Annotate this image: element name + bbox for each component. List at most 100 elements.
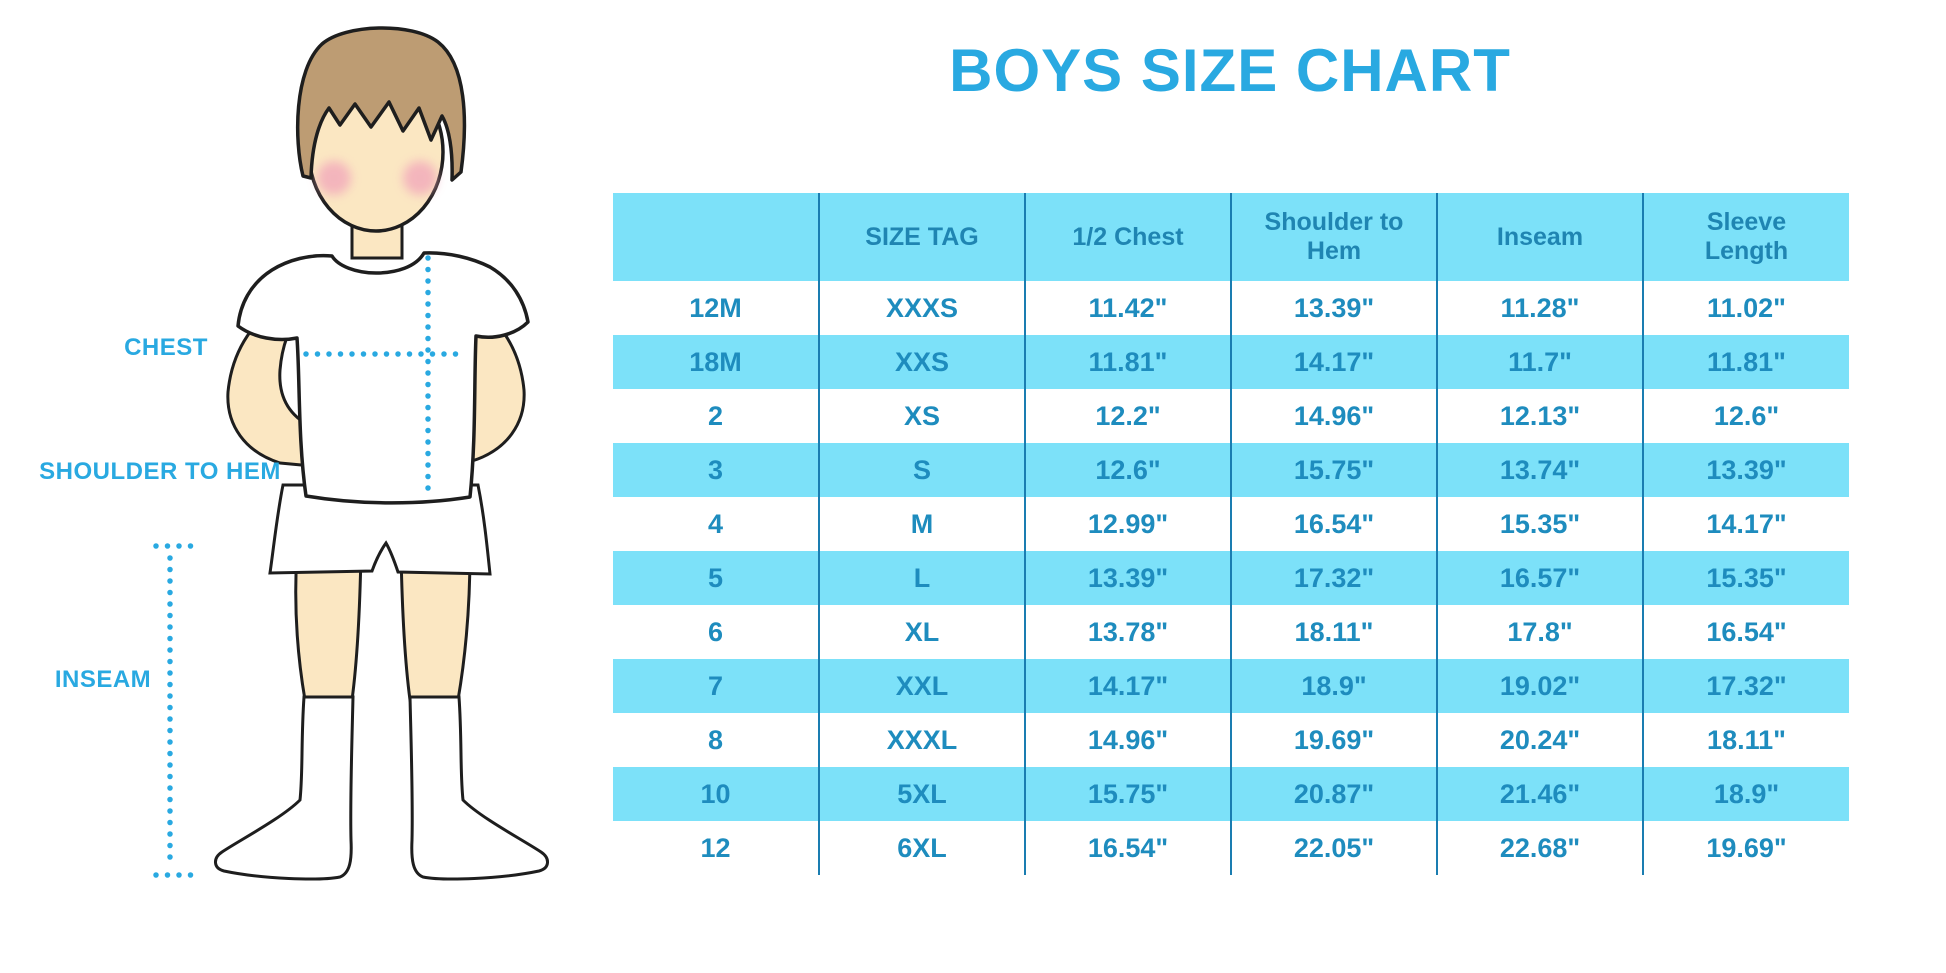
table-row: 3 S 12.6" 15.75" 13.74" 13.39" <box>613 443 1849 497</box>
table-cell: 19.69" <box>1642 821 1849 875</box>
table-cell: 13.39" <box>1024 551 1231 605</box>
boy-leg-left <box>294 550 363 702</box>
boy-arm-left <box>226 298 316 468</box>
column-header: 1/2 Chest <box>1024 193 1231 281</box>
table-cell: 20.87" <box>1230 767 1437 821</box>
table-cell: 14.96" <box>1024 713 1231 767</box>
table-cell: 6 <box>707 616 724 647</box>
table-row: 7 XXL 14.17" 18.9" 19.02" 17.32" <box>613 659 1849 713</box>
table-row: 12 6XL 16.54" 22.05" 22.68" 19.69" <box>613 821 1849 875</box>
table-cell: 12.6" <box>1024 443 1231 497</box>
table-cell: 11.28" <box>1436 281 1643 335</box>
size-table-head-row: SIZE TAG 1/2 Chest Shoulder to Hem Inseam Sl… <box>613 193 1849 281</box>
boy-sock-right <box>408 695 549 881</box>
table-cell: 13.39" <box>1230 281 1437 335</box>
table-cell: 17.32" <box>1642 659 1849 713</box>
table-cell: 19.02" <box>1436 659 1643 713</box>
table-cell: 14.17" <box>1024 659 1231 713</box>
table-row: 2 XS 12.2" 14.96" 12.13" 12.6" <box>613 389 1849 443</box>
column-header <box>613 193 819 281</box>
table-cell: L <box>818 551 1025 605</box>
table-cell: 12.99" <box>1024 497 1231 551</box>
table-cell: 17.8" <box>1436 605 1643 659</box>
table-cell: XXXL <box>818 713 1025 767</box>
table-cell: XXXS <box>818 281 1025 335</box>
size-table-head: SIZE TAG 1/2 Chest Shoulder to Hem Inseam Sl… <box>613 193 1849 281</box>
table-cell: 15.75" <box>1230 443 1437 497</box>
table-row: 5 L 13.39" 17.32" 16.57" 15.35" <box>613 551 1849 605</box>
table-cell: 16.57" <box>1436 551 1643 605</box>
boy-cheek-right <box>403 161 437 195</box>
shoulder-to-hem-label: SHOULDER TO HEM <box>39 458 281 485</box>
column-header: SIZE TAG <box>818 193 1025 281</box>
table-cell: XL <box>818 605 1025 659</box>
table-cell: XS <box>818 389 1025 443</box>
size-table-body: 12M XXXS 11.42" 13.39" 11.28" 11.02" 18M XXS 11.… <box>613 281 1849 875</box>
table-cell: 18.9" <box>1642 767 1849 821</box>
table-cell: 20.24" <box>1436 713 1643 767</box>
table-cell: 19.69" <box>1230 713 1437 767</box>
table-row: 6 XL 13.78" 18.11" 17.8" 16.54" <box>613 605 1849 659</box>
table-cell: 22.68" <box>1436 821 1643 875</box>
column-header: Shoulder to Hem <box>1230 193 1437 281</box>
table-cell: 5XL <box>818 767 1025 821</box>
table-cell: 15.35" <box>1436 497 1643 551</box>
table-cell: 3 <box>613 443 819 497</box>
boy-hair <box>295 26 467 182</box>
table-cell: XXS <box>818 335 1025 389</box>
table-cell: 11.81" <box>1642 335 1849 389</box>
boy-cheek-left <box>317 161 351 195</box>
table-cell: 7 <box>613 659 819 713</box>
boy-shirt <box>236 251 530 505</box>
boy-sock-left <box>214 695 355 881</box>
table-row: 12M XXXS 11.42" 13.39" 11.28" 11.02" <box>613 281 1849 335</box>
table-cell: 21.46" <box>1436 767 1643 821</box>
table-cell: 11.81" <box>1024 335 1231 389</box>
inseam-label: INSEAM <box>54 666 152 693</box>
table-cell: 13.39" <box>1642 443 1849 497</box>
table-row: 10 5XL 15.75" 20.87" 21.46" 18.9" <box>613 767 1849 821</box>
table-cell: 16.54" <box>1230 497 1437 551</box>
table-cell: S <box>818 443 1025 497</box>
table-cell: 11.7" <box>1436 335 1643 389</box>
table-cell: 10 <box>613 767 819 821</box>
table-cell: 14.96" <box>1230 389 1437 443</box>
chest-label: CHEST <box>124 334 208 361</box>
table-cell: 18M <box>613 335 819 389</box>
table-row: 4 M 12.99" 16.54" 15.35" 14.17" <box>613 497 1849 551</box>
table-cell: 2 <box>707 400 724 431</box>
table-cell: 18.11" <box>1642 713 1849 767</box>
table-cell: 16.54" <box>1024 821 1231 875</box>
table-row: 8 XXXL 14.96" 19.69" 20.24" 18.11" <box>613 713 1849 767</box>
column-header: Inseam <box>1436 193 1643 281</box>
table-cell: XXL <box>818 659 1025 713</box>
table-cell: 8 <box>707 724 724 755</box>
table-cell: 12.2" <box>1024 389 1231 443</box>
table-cell: 18.9" <box>1230 659 1437 713</box>
table-cell: 12.13" <box>1436 389 1643 443</box>
table-cell: 14.17" <box>1230 335 1437 389</box>
boy-illustration <box>153 26 549 881</box>
table-cell: 5 <box>613 551 819 605</box>
table-cell: 12.6" <box>1642 389 1849 443</box>
table-row: 18M XXS 11.81" 14.17" 11.7" 11.81" <box>613 335 1849 389</box>
table-cell: 15.35" <box>1642 551 1849 605</box>
table-cell: 15.75" <box>1024 767 1231 821</box>
column-header: Sleeve Length <box>1642 193 1849 281</box>
table-cell: 16.54" <box>1642 605 1849 659</box>
table-cell: 18.11" <box>1230 605 1437 659</box>
table-cell: 4 <box>707 508 724 539</box>
table-cell: M <box>818 497 1025 551</box>
table-cell: 12 <box>700 832 731 863</box>
table-cell: 14.17" <box>1642 497 1849 551</box>
table-cell: 6XL <box>818 821 1025 875</box>
table-cell: 12M <box>689 292 742 323</box>
table-cell: 13.74" <box>1436 443 1643 497</box>
table-cell: 11.02" <box>1642 281 1849 335</box>
table-cell: 11.42" <box>1024 281 1231 335</box>
boy-shorts <box>268 483 492 576</box>
table-cell: 22.05" <box>1230 821 1437 875</box>
table-cell: 13.78" <box>1024 605 1231 659</box>
size-chart-table: SIZE TAG 1/2 Chest Shoulder to Hem Inseam Sl… <box>613 193 1849 875</box>
